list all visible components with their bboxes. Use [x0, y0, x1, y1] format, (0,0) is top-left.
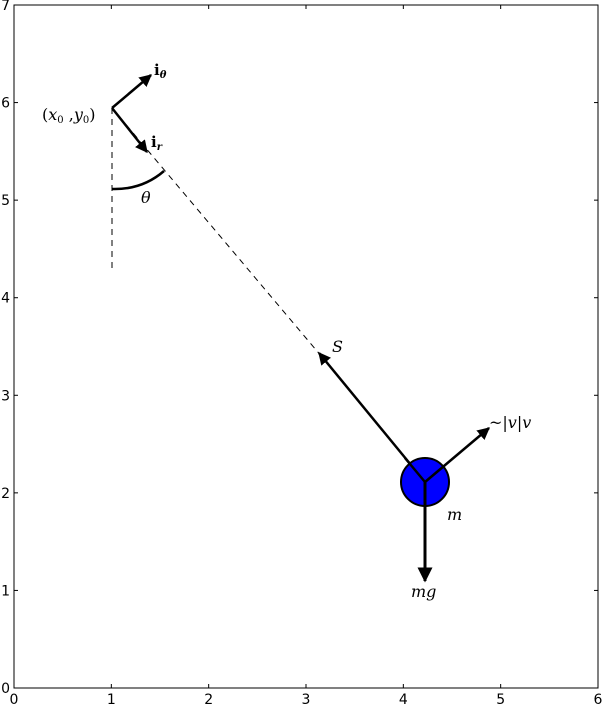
x-tick-label: 4 — [399, 692, 408, 707]
i-r-arrow — [111, 107, 148, 153]
drag-label: ~|v|v — [489, 413, 531, 432]
theta-label: θ — [141, 188, 151, 207]
i-r-label: ir — [151, 133, 163, 153]
y-tick-label: 1 — [1, 583, 10, 599]
i-theta-label: iθ — [154, 61, 167, 81]
x-tick-label: 0 — [10, 692, 19, 707]
x-tick-label: 2 — [204, 692, 213, 707]
i-theta-arrow — [111, 74, 152, 109]
bob-force-origin-v — [424, 465, 445, 483]
y-tick-label: 7 — [1, 0, 10, 14]
y-tick-label: 4 — [1, 291, 10, 307]
y-tick-label: 3 — [1, 388, 10, 404]
x-tick-label: 5 — [496, 692, 505, 707]
pivot-label: (x0 ,y0) — [42, 105, 96, 126]
y-tick-label: 6 — [1, 96, 10, 112]
mass-label: m — [447, 505, 462, 524]
plot-frame — [13, 4, 599, 689]
gravity-label: mg — [411, 582, 436, 601]
y-tick-label: 5 — [1, 193, 10, 209]
tension-label: S — [332, 337, 343, 356]
y-tick-label: 2 — [1, 486, 10, 502]
x-tick-label: 6 — [594, 692, 603, 707]
x-tick-label: 3 — [302, 692, 311, 707]
x-tick-label: 1 — [107, 692, 116, 707]
theta-arc — [111, 170, 165, 191]
y-tick-label: 0 — [1, 681, 10, 697]
pendulum-string-dashed — [111, 107, 323, 358]
bob-force-origin-s — [404, 457, 426, 483]
